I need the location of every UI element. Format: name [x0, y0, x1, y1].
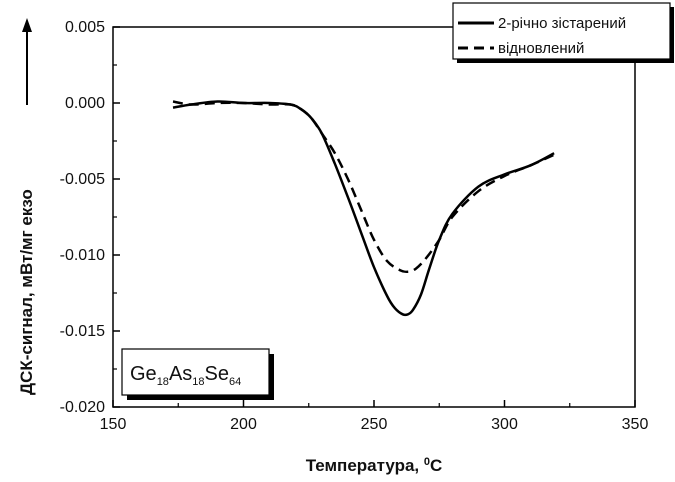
x-tick-label: 350	[622, 416, 649, 433]
y-axis-arrowhead-icon	[22, 18, 32, 32]
sample-label-box	[121, 348, 270, 396]
legend-box	[452, 2, 671, 60]
legend-label-restored: відновлений	[498, 40, 584, 57]
legend-label-aged: 2-річно зістарений	[498, 15, 626, 32]
plot-frame	[112, 26, 636, 408]
x-tick-label: 150	[100, 416, 127, 433]
legend: 2-річно зістарений відновлений	[452, 2, 674, 63]
series-line-restored	[172, 100, 555, 274]
x-tick-label: 250	[361, 416, 388, 433]
y-tick-label: -0.005	[60, 171, 105, 188]
x-tick-label: 200	[230, 416, 257, 433]
y-tick-label: -0.010	[60, 247, 105, 264]
series-line-aged	[172, 100, 555, 317]
series-layer	[172, 100, 555, 317]
y-axis-title: ДСК-сигнал, мВт/мг екзо	[17, 189, 36, 395]
x-tick-label: 300	[491, 416, 518, 433]
y-tick-label: 0.005	[65, 19, 105, 36]
x-axis-title: Температура, 0C	[306, 456, 443, 475]
y-tick-label: 0.000	[65, 95, 105, 112]
sample-label-text: Ge18As18Se64	[130, 363, 241, 388]
sample-label: Ge18As18Se64	[121, 348, 274, 400]
y-axis-title-group: ДСК-сигнал, мВт/мг екзо	[17, 18, 36, 395]
axis-ticks: 150 200 250 300 350 0.005 0.000 -0.005 -0.010 -0.…	[60, 19, 649, 433]
y-tick-label: -0.015	[60, 323, 105, 340]
y-tick-label: -0.020	[60, 399, 105, 416]
